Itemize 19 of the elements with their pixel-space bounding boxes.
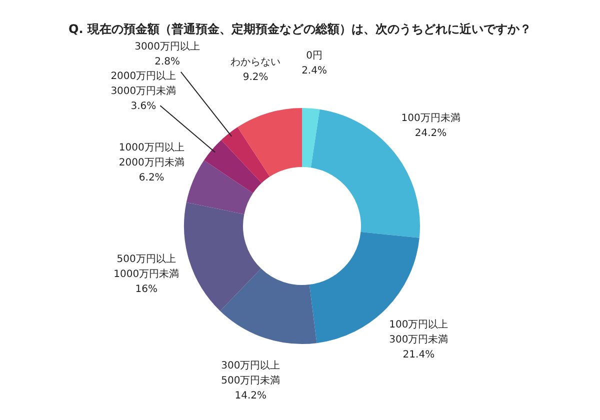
data-label: 2.4% xyxy=(302,66,327,77)
slice-label: 500万円以上 1000万円未満 xyxy=(114,253,180,280)
slice-label: 0円 xyxy=(306,50,322,62)
data-label: 3.6% xyxy=(130,101,156,112)
slice-label: 1000万円以上 2000万円未満 xyxy=(118,142,184,169)
slice-label: 300万円以上 500万円未満 xyxy=(221,359,280,386)
data-label: 6.2% xyxy=(138,172,164,184)
data-label: 21.4% xyxy=(402,349,435,360)
data-label: 16% xyxy=(135,284,158,296)
data-label: 2.8% xyxy=(154,56,180,68)
slice-label: 3000万円以上 xyxy=(134,40,200,53)
data-label: 14.2% xyxy=(234,390,267,402)
slice-label: 2000万円以上 3000万円未満 xyxy=(110,70,176,98)
slice-label: 100万円未満 xyxy=(401,112,460,124)
slice-label: 100万円以上 300万円未満 xyxy=(389,318,448,346)
chart-title: Q. 現在の預金額（普通預金、定期預金などの総額）は、次のうちどれに近いですか？ xyxy=(68,22,532,36)
slice-label: わからない xyxy=(230,56,281,68)
data-label: 9.2% xyxy=(242,72,268,83)
data-label: 24.2% xyxy=(414,128,447,140)
